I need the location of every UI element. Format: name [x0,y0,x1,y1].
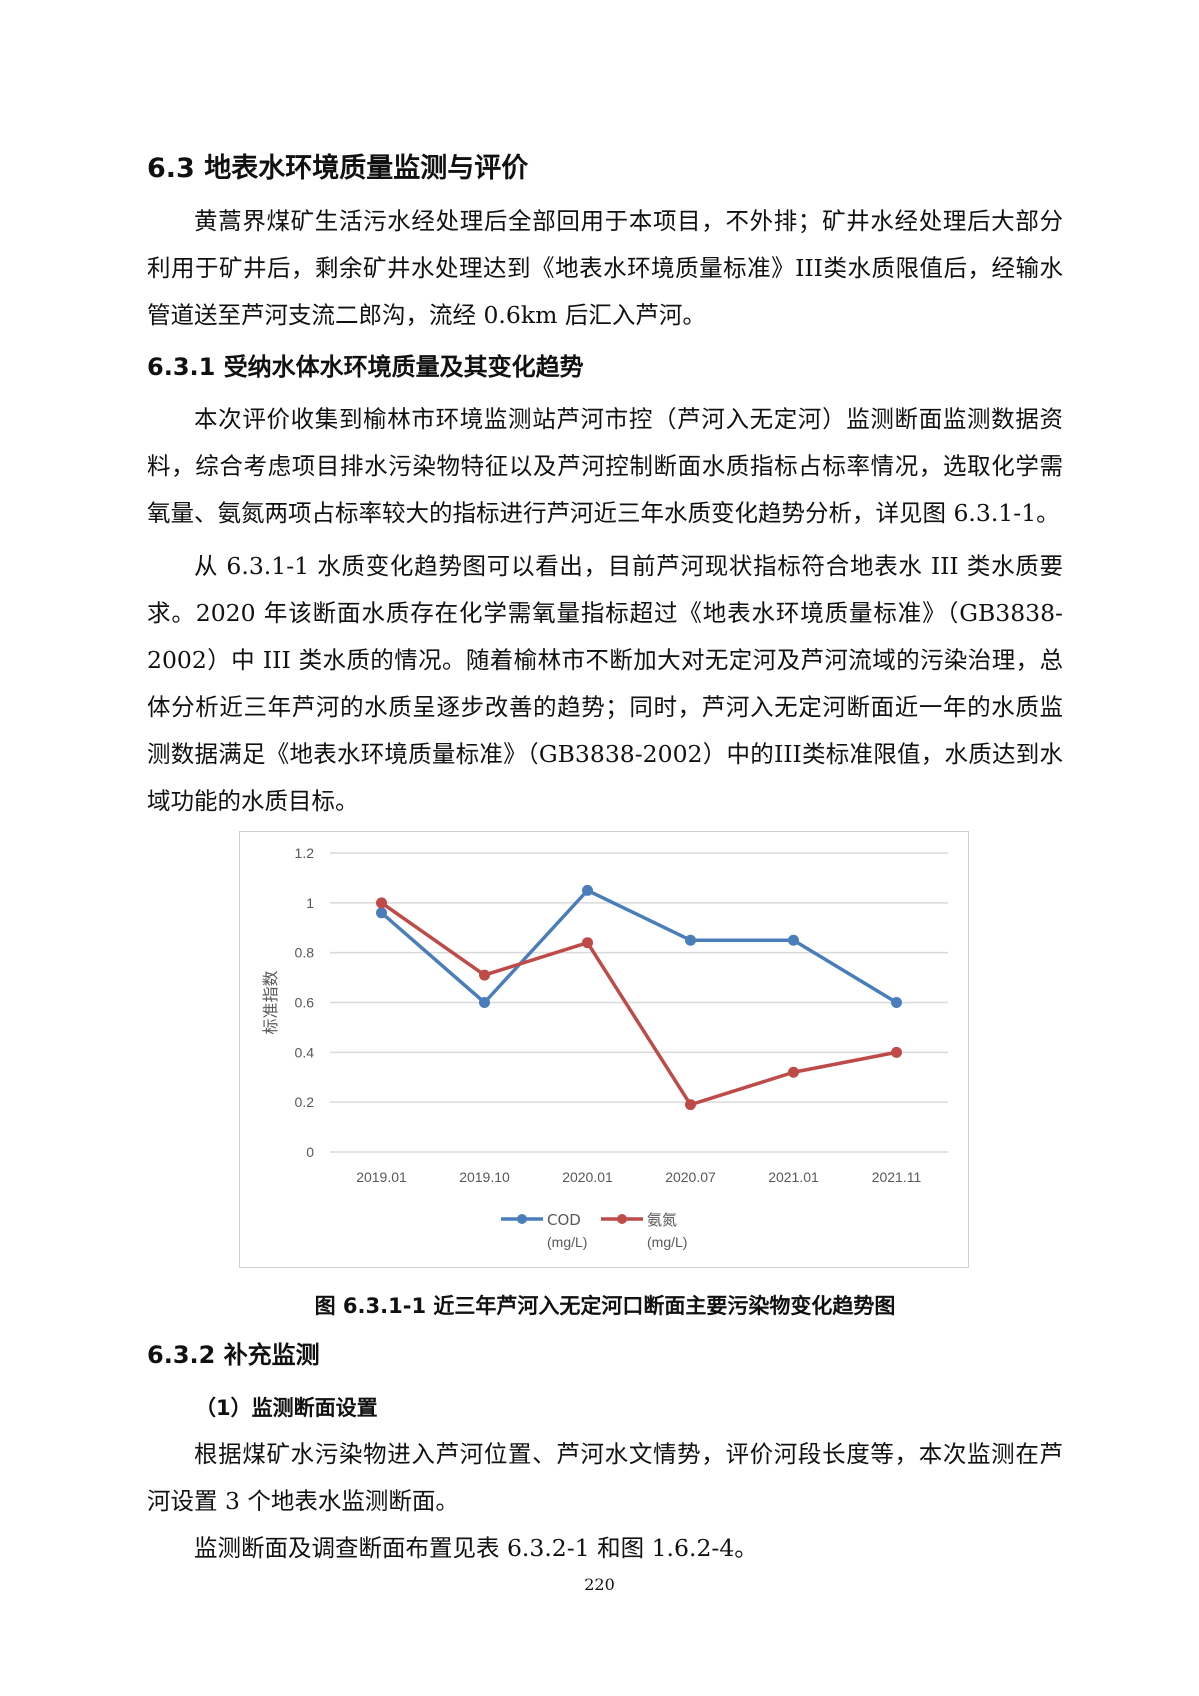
y-tick-label: 1.2 [295,845,315,861]
y-tick-label: 0 [306,1144,314,1160]
legend-unit: (mg/L) [647,1234,687,1250]
data-point [582,884,593,896]
data-point [891,997,902,1008]
series-line-1 [380,901,897,1107]
legend-label: COD [547,1211,581,1229]
data-point [891,1046,902,1058]
subheading: （1）监测断面设置 [195,1396,378,1420]
y-tick-label: 0.2 [295,1094,315,1110]
section-title-6-3-1: 6.3.1 受纳水体水环境质量及其变化趋势 [147,353,584,381]
x-tick-label: 2021.01 [768,1169,819,1185]
data-point [376,897,387,909]
data-point [685,1099,696,1111]
paragraph: 从 6.3.1-1 水质变化趋势图可以看出，目前芦河现状指标符合地表水 III … [147,552,1063,815]
section-title-6-3-2: 6.3.2 补充监测 [147,1341,320,1369]
x-tick-label: 2021.11 [872,1169,922,1185]
y-tick-label: 1 [306,895,314,911]
chart-svg: 0 0.2 0.4 0.6 0.8 1 1.2 2019.01 2019.10 2020.01 20… [261,845,948,1250]
legend-label: 氨氮 [647,1211,677,1229]
paragraph: 根据煤矿水污染物进入芦河位置、芦河水文情势，评价河段长度等，本次监测在芦河设置 … [147,1440,1063,1515]
x-tick-label: 2019.10 [459,1169,510,1185]
legend-marker [617,1214,627,1224]
data-point [582,937,593,949]
paragraph: 监测断面及调查断面布置见表 6.3.2-1 和图 1.6.2-4。 [194,1534,758,1562]
data-point [479,969,490,981]
y-tick-label: 0.8 [295,945,315,961]
trend-chart: 0 0.2 0.4 0.6 0.8 1 1.2 2019.01 2019.10 2020.01 20… [239,831,969,1268]
x-tick-label: 2020.01 [562,1169,613,1185]
legend-unit: (mg/L) [547,1234,587,1250]
y-axis-label: 标准指数 [261,970,280,1034]
legend-marker [517,1214,527,1224]
y-tick-label: 0.6 [295,995,315,1011]
paragraph: 本次评价收集到榆林市环境监测站芦河市控（芦河入无定河）监测断面监测数据资料，综合… [147,405,1063,527]
data-point [788,934,799,946]
data-point [479,997,490,1008]
x-tick-label: 2020.07 [665,1169,716,1185]
y-tick-label: 0.4 [295,1044,315,1060]
data-point [685,934,696,946]
paragraph: 黄蒿界煤矿生活污水经处理后全部回用于本项目，不外排；矿井水经处理后大部分利用于矿… [147,207,1063,329]
page-number: 220 [584,1575,615,1594]
data-point [376,907,387,919]
data-point [788,1066,799,1078]
section-title-6-3: 6.3 地表水环境质量监测与评价 [147,153,529,184]
figure-caption: 图 6.3.1-1 近三年芦河入无定河口断面主要污染物变化趋势图 [314,1294,896,1318]
series-line-0 [380,888,898,1005]
x-tick-label: 2019.01 [356,1169,407,1185]
